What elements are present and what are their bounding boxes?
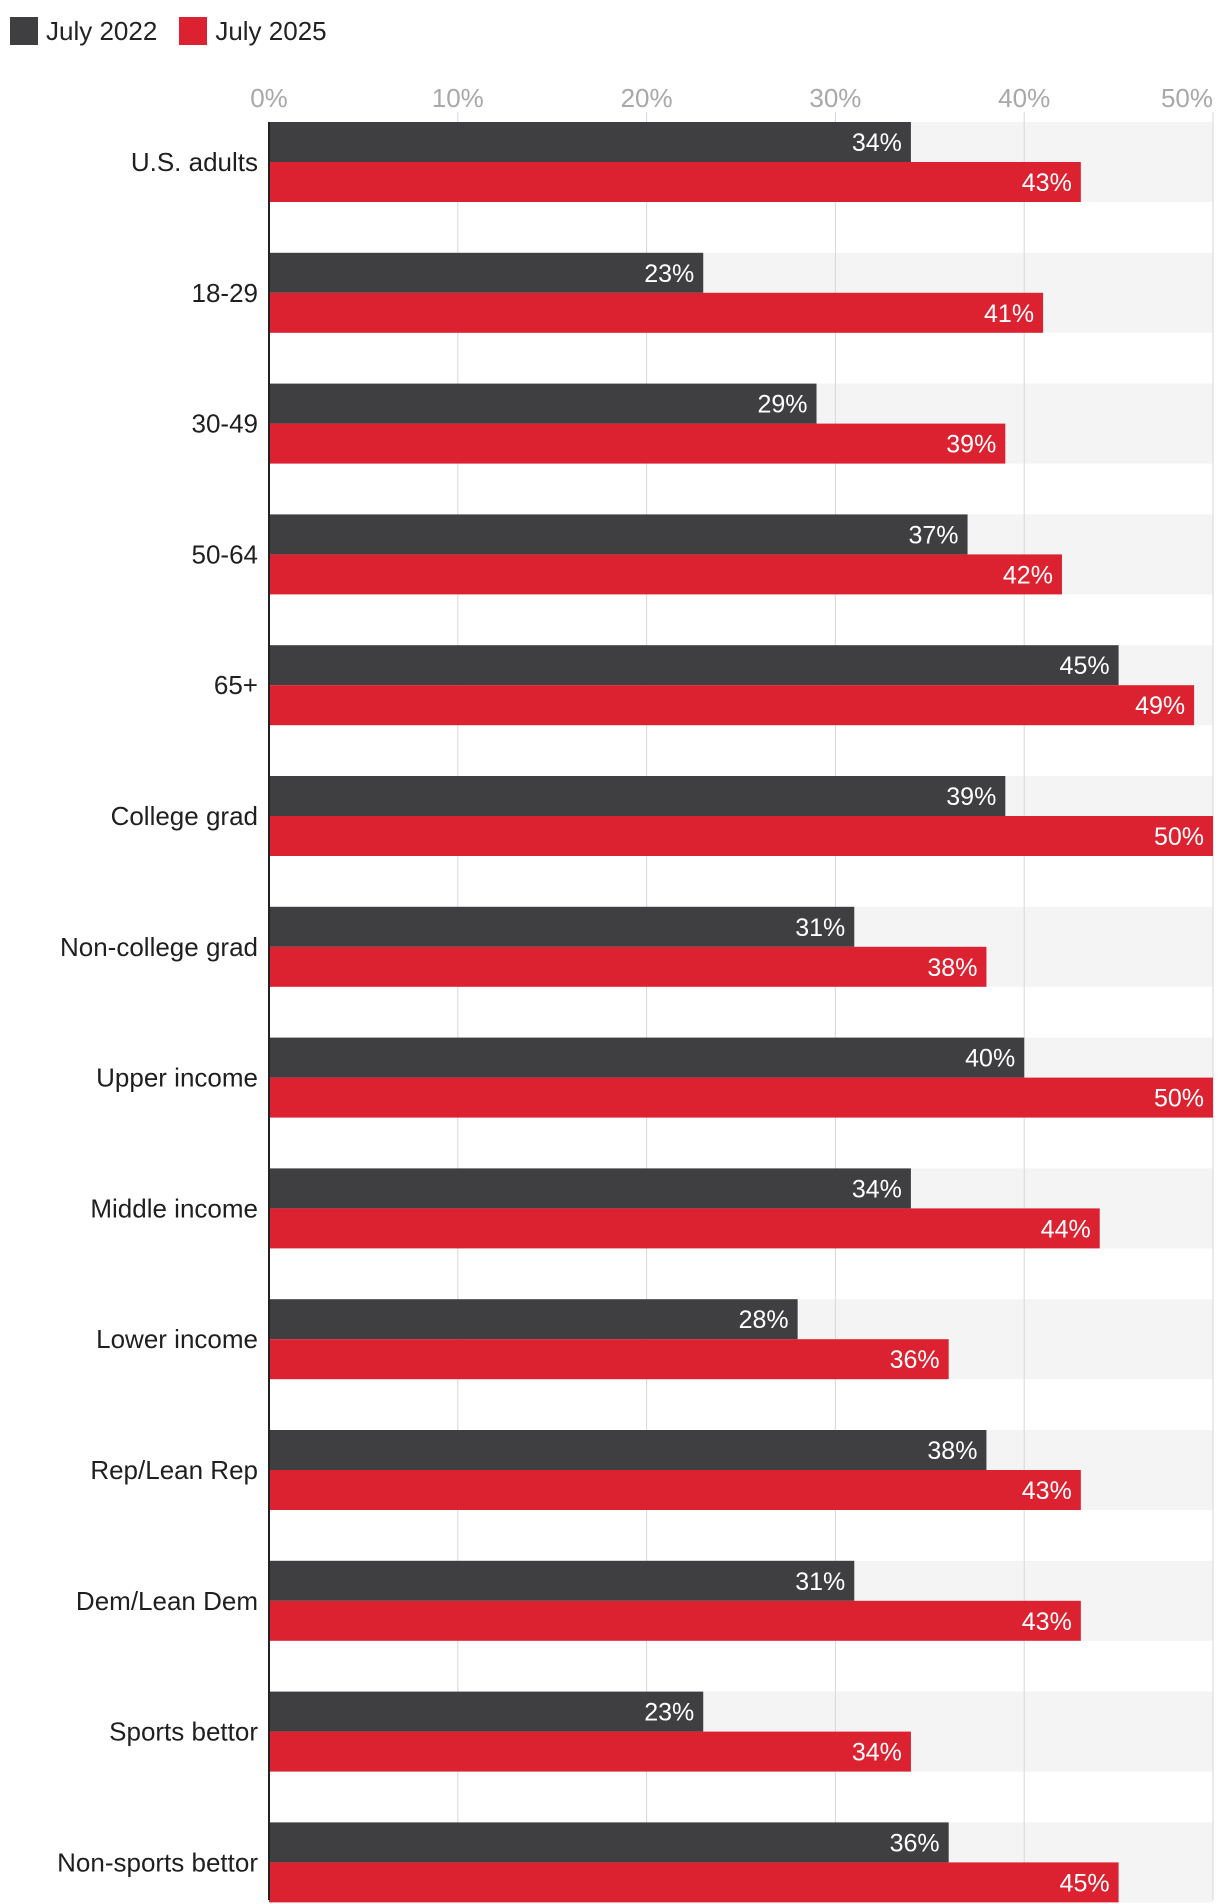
- bar: [269, 1731, 911, 1772]
- bar: [269, 1470, 1081, 1510]
- data-label: 34%: [852, 1175, 902, 1203]
- data-label: 45%: [1060, 652, 1110, 680]
- data-label: 23%: [644, 260, 694, 288]
- data-label: 43%: [1022, 1477, 1072, 1505]
- legend-label-july-2025: July 2025: [215, 15, 327, 46]
- category-label: Non-college grad: [60, 932, 258, 962]
- x-tick-label: 40%: [998, 83, 1050, 113]
- data-label: 36%: [890, 1346, 940, 1374]
- category-label: Middle income: [90, 1193, 258, 1223]
- data-label: 36%: [890, 1829, 940, 1857]
- bar: [269, 1077, 1213, 1118]
- data-label: 28%: [739, 1306, 789, 1334]
- bar: [269, 1822, 949, 1863]
- bar: [269, 252, 704, 293]
- x-tick-label: 30%: [809, 83, 861, 113]
- bar: [269, 554, 1062, 595]
- data-label: 31%: [795, 1568, 845, 1596]
- data-label: 44%: [1041, 1215, 1091, 1243]
- data-label: 37%: [909, 521, 959, 549]
- data-label: 43%: [1022, 1608, 1072, 1636]
- legend-label-july-2022: July 2022: [46, 15, 158, 46]
- category-label: Upper income: [96, 1063, 258, 1093]
- category-label: 65+: [214, 670, 258, 700]
- category-label: 50-64: [192, 539, 259, 569]
- bar: [269, 1600, 1081, 1641]
- bar: [269, 1691, 704, 1732]
- data-label: 38%: [927, 954, 977, 982]
- bar: [269, 383, 817, 424]
- bar: [269, 514, 968, 555]
- data-label: 29%: [757, 391, 807, 419]
- data-label: 39%: [946, 783, 996, 811]
- bar: [269, 685, 1195, 726]
- category-label: U.S. adults: [131, 147, 258, 177]
- bar: [269, 1168, 911, 1209]
- bar: [269, 292, 1044, 333]
- data-label: 50%: [1154, 1085, 1204, 1113]
- data-label: 31%: [795, 914, 845, 942]
- data-label: 41%: [984, 300, 1034, 328]
- bar: [269, 122, 911, 162]
- bar: [269, 1862, 1119, 1903]
- data-label: 40%: [965, 1045, 1015, 1073]
- bar: [269, 816, 1213, 856]
- legend-item-july-2022: July 2022: [10, 16, 157, 47]
- data-label: 38%: [927, 1437, 977, 1465]
- data-label: 50%: [1154, 823, 1204, 851]
- category-label: Rep/Lean Rep: [90, 1455, 258, 1485]
- bar: [269, 776, 1006, 816]
- category-label: Non-sports bettor: [57, 1847, 258, 1877]
- bar: [269, 645, 1119, 686]
- data-label: 34%: [852, 1739, 902, 1767]
- data-label: 49%: [1135, 692, 1185, 720]
- legend-swatch-july-2025: [179, 17, 208, 45]
- category-label: Lower income: [96, 1324, 258, 1354]
- x-tick-label: 20%: [621, 83, 673, 113]
- data-label: 45%: [1060, 1869, 1110, 1897]
- bar: [269, 906, 855, 947]
- legend: July 2022 July 2025: [10, 14, 349, 48]
- category-label: 18-29: [192, 278, 259, 308]
- data-label: 39%: [946, 431, 996, 459]
- bar: [269, 423, 1006, 464]
- bar: [269, 1208, 1100, 1249]
- data-label: 43%: [1022, 169, 1072, 197]
- data-label: 23%: [644, 1699, 694, 1727]
- x-tick-label: 10%: [432, 83, 484, 113]
- bar: [269, 1339, 949, 1380]
- legend-swatch-july-2022: [10, 17, 38, 45]
- bar: [269, 946, 987, 987]
- category-label: Sports bettor: [109, 1717, 258, 1747]
- category-label: College grad: [111, 801, 258, 831]
- x-tick-label: 50%: [1161, 83, 1213, 113]
- category-label: 30-49: [192, 409, 259, 439]
- x-tick-label: 0%: [250, 83, 288, 113]
- data-label: 34%: [852, 129, 902, 157]
- bar: [269, 1430, 987, 1470]
- bar: [269, 1299, 798, 1340]
- bar: [269, 1560, 855, 1601]
- category-label: Dem/Lean Dem: [76, 1586, 258, 1616]
- bar: [269, 162, 1081, 202]
- bar: [269, 1037, 1025, 1078]
- legend-item-july-2025: July 2025: [179, 15, 327, 47]
- data-label: 42%: [1003, 561, 1053, 589]
